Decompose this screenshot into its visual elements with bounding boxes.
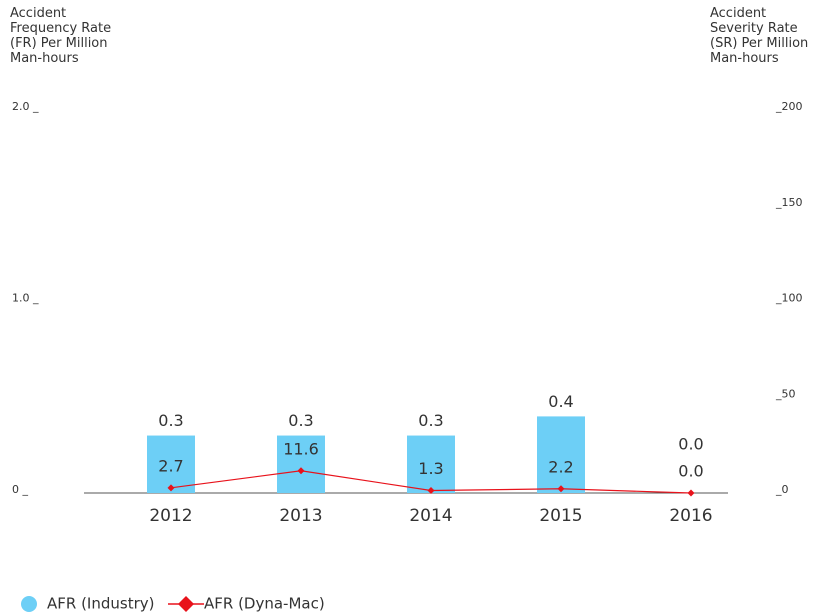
line-value-label: 1.3 (418, 459, 443, 478)
legend-swatch (21, 596, 37, 612)
y-tick-label: 1.0 _ (12, 292, 39, 305)
bar (147, 435, 195, 493)
legend-label: AFR (Dyna-Mac) (204, 595, 325, 613)
x-tick-label: 2013 (279, 506, 322, 526)
line-value-label: 11.6 (283, 439, 319, 458)
x-tick-label: 2015 (539, 506, 582, 526)
line-marker (167, 484, 175, 492)
bar (277, 435, 325, 493)
bar (407, 435, 455, 493)
y2-tick-label: _100 (775, 292, 803, 305)
legend-label: AFR (Industry) (47, 595, 154, 613)
y2-tick-label: _200 (775, 100, 803, 113)
y-tick-label: 0 _ (12, 483, 28, 496)
y-tick-label: 2.0 _ (12, 100, 39, 113)
line-marker (687, 489, 695, 497)
y-axis-title: Accident Frequency Rate (FR) Per Million… (10, 6, 112, 66)
line-value-label: 0.0 (678, 462, 703, 481)
bar-value-label: 0.0 (678, 435, 703, 454)
line-value-label: 2.2 (548, 457, 573, 476)
bar-value-label: 0.3 (288, 411, 313, 430)
line-marker (427, 487, 435, 495)
x-tick-label: 2012 (149, 506, 192, 526)
bar-value-label: 0.4 (548, 392, 573, 411)
line-marker (297, 467, 305, 475)
line-value-label: 2.7 (158, 456, 183, 475)
y2-tick-label: _0 (775, 483, 789, 496)
x-tick-label: 2016 (669, 506, 712, 526)
x-tick-label: 2014 (409, 506, 452, 526)
line-marker (557, 485, 565, 493)
y2-tick-label: _50 (775, 387, 796, 400)
y2-axis-title: Accident Severity Rate (SR) Per Million … (710, 6, 809, 66)
bar-value-label: 0.3 (158, 411, 183, 430)
legend-swatch (178, 596, 194, 612)
bar (537, 416, 585, 493)
y2-tick-label: _150 (775, 196, 803, 209)
bar-value-label: 0.3 (418, 411, 443, 430)
